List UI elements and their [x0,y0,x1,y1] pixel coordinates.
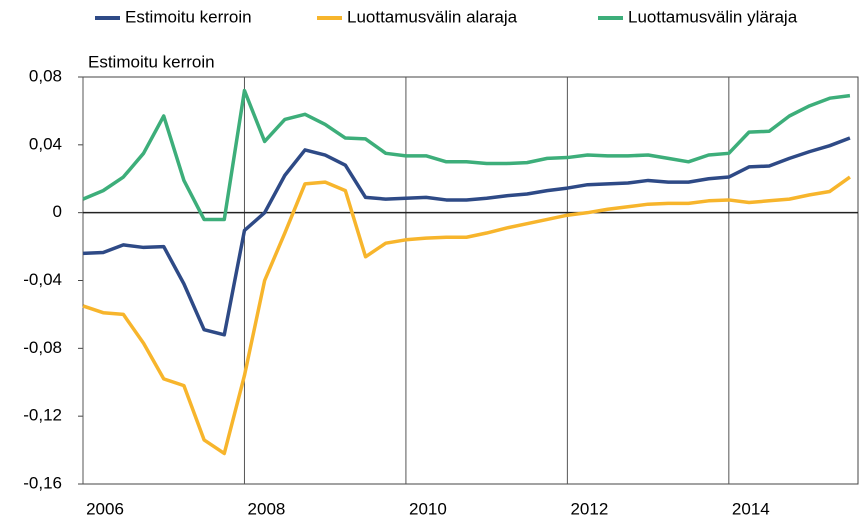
series-line [82,175,851,456]
legend-label: Luottamusvälin alaraja [347,7,518,26]
y-tick-label: 0 [53,202,62,221]
y-tick-label: -0,04 [23,270,62,289]
y-tick-label: 0,04 [29,134,62,153]
x-tick-label: 2006 [86,499,124,518]
x-tick-label: 2012 [570,499,608,518]
y-tick-label: -0,16 [23,473,62,492]
legend-label: Estimoitu kerroin [125,7,252,26]
y-tick-label: -0,08 [23,338,62,357]
y-tick-label: -0,12 [23,406,62,425]
y-tick-label: 0,08 [29,66,62,85]
series-line [82,88,851,222]
legend-label: Luottamusvälin yläraja [628,7,798,26]
x-tick-label: 2008 [248,499,286,518]
series-line [82,136,851,337]
x-tick-label: 2010 [409,499,447,518]
y-axis-title: Estimoitu kerroin [88,52,215,71]
x-tick-label: 2014 [732,499,770,518]
